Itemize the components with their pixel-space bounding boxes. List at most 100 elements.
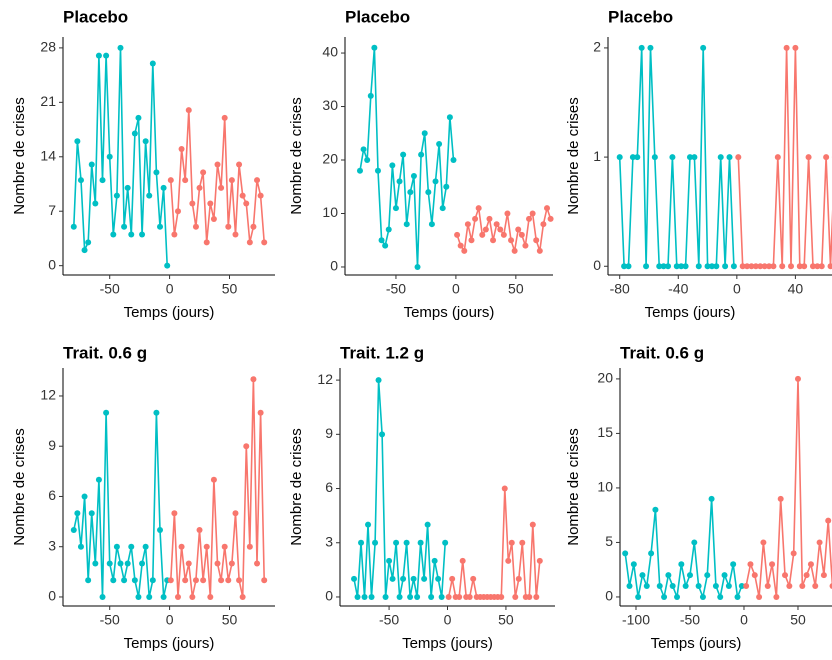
- data-point: [428, 221, 435, 228]
- plot-area: [356, 44, 554, 270]
- y-tick-label: 30: [322, 97, 338, 113]
- data-point: [761, 263, 768, 270]
- x-tick-label: 0: [444, 612, 452, 628]
- data-point: [254, 560, 261, 567]
- data-point: [634, 154, 641, 161]
- data-point: [121, 223, 128, 230]
- data-point: [135, 114, 142, 121]
- data-point: [466, 593, 473, 600]
- data-point: [372, 539, 379, 546]
- data-point: [364, 157, 371, 164]
- data-point: [356, 167, 363, 174]
- data-point: [128, 543, 135, 550]
- data-point: [665, 263, 672, 270]
- panel: Placebo Nombre de crises Temps (jours) 0 10 2…: [288, 7, 554, 321]
- data-point: [735, 154, 742, 161]
- data-point: [160, 184, 167, 191]
- data-point: [254, 177, 261, 184]
- data-point: [239, 192, 246, 199]
- data-point: [442, 539, 449, 546]
- data-point: [157, 223, 164, 230]
- data-point: [792, 44, 799, 51]
- data-point: [773, 593, 780, 600]
- data-point: [721, 572, 728, 579]
- data-point: [200, 577, 207, 584]
- data-point: [178, 146, 185, 152]
- data-point: [142, 138, 149, 145]
- data-point: [526, 593, 533, 600]
- data-point: [360, 146, 367, 153]
- data-point: [779, 263, 786, 270]
- data-point: [699, 593, 706, 600]
- data-point: [207, 200, 214, 207]
- data-point: [511, 247, 518, 254]
- data-point: [403, 221, 410, 228]
- data-point: [682, 583, 689, 590]
- data-point: [246, 543, 253, 550]
- panel: Placebo Nombre de crises Temps (jours) 0 1 2 -…: [565, 7, 832, 321]
- data-point: [428, 593, 435, 600]
- data-point: [81, 247, 88, 254]
- data-point: [417, 539, 424, 546]
- data-point: [501, 485, 508, 492]
- y-tick-label: 20: [322, 151, 338, 167]
- data-point: [738, 583, 745, 590]
- data-point: [468, 237, 475, 244]
- data-point: [686, 572, 693, 579]
- y-tick-label: 0: [605, 588, 613, 604]
- plot-area: [351, 377, 543, 600]
- data-point: [533, 593, 540, 600]
- data-point: [396, 178, 403, 185]
- data-point: [99, 593, 106, 600]
- x-tick-label: 50: [790, 612, 806, 628]
- data-point: [823, 154, 830, 161]
- data-point: [730, 263, 737, 270]
- data-point: [95, 52, 102, 59]
- data-point: [400, 151, 407, 158]
- series-line: [447, 488, 541, 598]
- data-point: [250, 376, 257, 383]
- data-point: [106, 560, 113, 567]
- data-point: [801, 263, 808, 270]
- x-tick-label: 50: [498, 612, 514, 628]
- data-point: [803, 572, 810, 579]
- data-point: [482, 226, 489, 233]
- data-point: [725, 583, 732, 590]
- data-point: [769, 561, 776, 568]
- data-point: [149, 577, 156, 584]
- data-point: [225, 223, 232, 230]
- data-point: [393, 539, 400, 546]
- data-point: [504, 210, 511, 217]
- x-axis-label: Temps (jours): [124, 304, 215, 321]
- series-line: [456, 205, 552, 254]
- panel-title: Placebo: [63, 7, 128, 26]
- series-line: [170, 110, 265, 243]
- data-point: [665, 572, 672, 579]
- y-tick-label: 12: [40, 387, 56, 403]
- data-point: [189, 200, 196, 207]
- data-point: [626, 583, 633, 590]
- panel-title: Trait. 0.6 g: [63, 343, 147, 362]
- x-tick-label: 50: [508, 281, 524, 297]
- data-point: [454, 231, 461, 238]
- data-point: [74, 138, 81, 145]
- y-tick-label: 2: [593, 39, 601, 55]
- data-point: [751, 572, 758, 579]
- data-point: [446, 114, 453, 121]
- data-point: [192, 223, 199, 230]
- data-point: [218, 577, 225, 584]
- data-point: [421, 130, 428, 137]
- data-point: [643, 583, 650, 590]
- data-point: [103, 409, 110, 416]
- data-point: [117, 560, 124, 567]
- data-point: [540, 221, 547, 228]
- data-point: [712, 583, 719, 590]
- panel: Trait. 0.6 g Nombre de crises Temps (jours…: [11, 343, 275, 652]
- data-point: [500, 231, 507, 238]
- data-point: [695, 583, 702, 590]
- panel-title: Placebo: [345, 7, 410, 26]
- data-point: [160, 593, 167, 600]
- data-point: [766, 263, 773, 270]
- y-tick-label: 10: [322, 204, 338, 220]
- panel-title: Trait. 1.2 g: [340, 343, 424, 362]
